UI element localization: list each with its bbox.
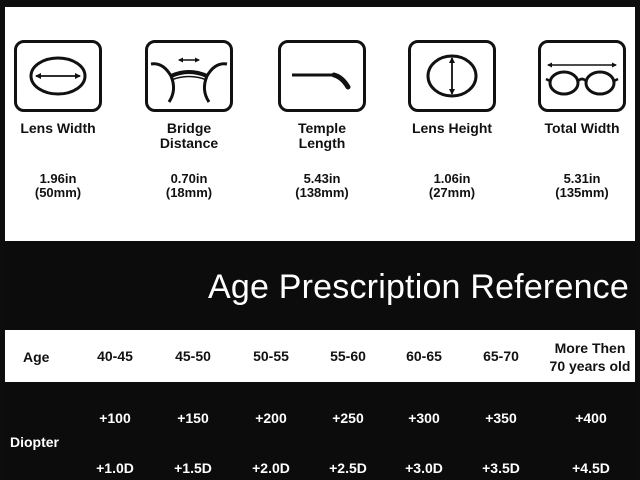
temple-length-icon	[278, 40, 366, 112]
diopter-d-value: +4.5D	[572, 460, 610, 476]
age-label: Age	[23, 349, 50, 365]
reference-title: Age Prescription Reference	[208, 268, 629, 306]
age-cell: 60-65	[406, 348, 442, 364]
diopter-value: +200	[255, 410, 287, 426]
left-border	[0, 0, 5, 480]
age-row: Age 40-45 45-50 50-55 55-60 60-65 65-70 …	[5, 330, 635, 382]
diopter-value: +400	[575, 410, 607, 426]
lens-width-label: Lens Width	[20, 120, 96, 136]
age-cell: 55-60	[330, 348, 366, 364]
measure-temple-length: Temple Length 5.43in (138mm)	[262, 40, 382, 200]
measure-lens-width: Lens Width 1.96in (50mm)	[0, 40, 118, 200]
measure-lens-height: Lens Height 1.06in (27mm)	[392, 40, 512, 200]
age-cell: 40-45	[97, 348, 133, 364]
diopter-d-value: +1.5D	[174, 460, 212, 476]
top-border	[0, 0, 640, 7]
diopter-d-value: +3.0D	[405, 460, 443, 476]
age-cell-oldest: More Then 70 years old	[549, 340, 631, 374]
diopter-value: +150	[177, 410, 209, 426]
diopter-section: Diopter +100 +150 +200 +250 +300 +350 +4…	[5, 382, 635, 480]
total-width-icon	[538, 40, 626, 112]
measure-bridge-distance: Bridge Distance 0.70in (18mm)	[129, 40, 249, 200]
diopter-label: Diopter	[10, 434, 59, 450]
bridge-distance-value: 0.70in (18mm)	[165, 171, 213, 200]
diopter-value: +350	[485, 410, 517, 426]
diopter-d-value: +2.0D	[252, 460, 290, 476]
temple-length-label: Temple Length	[298, 120, 346, 151]
total-width-label: Total Width	[544, 120, 620, 136]
age-cell: 65-70	[483, 348, 519, 364]
diopter-value: +300	[408, 410, 440, 426]
lens-width-value: 1.96in (50mm)	[34, 171, 82, 200]
measure-total-width: Total Width 5.31in (135mm)	[522, 40, 640, 200]
age-cell: 50-55	[253, 348, 289, 364]
total-width-value: 5.31in (135mm)	[555, 171, 609, 200]
diopter-value: +250	[332, 410, 364, 426]
diopter-d-value: +2.5D	[329, 460, 367, 476]
lens-height-icon	[408, 40, 496, 112]
diopter-d-value: +3.5D	[482, 460, 520, 476]
lens-height-value: 1.06in (27mm)	[428, 171, 476, 200]
age-cell: 45-50	[175, 348, 211, 364]
lens-width-icon	[14, 40, 102, 112]
right-border	[635, 0, 640, 480]
diopter-value: +100	[99, 410, 131, 426]
reference-banner: Age Prescription Reference	[5, 241, 635, 330]
temple-length-value: 5.43in (138mm)	[295, 171, 349, 200]
diopter-d-value: +1.0D	[96, 460, 134, 476]
bridge-distance-label: Bridge Distance	[159, 120, 219, 151]
bridge-distance-icon	[145, 40, 233, 112]
lens-height-label: Lens Height	[411, 120, 493, 136]
